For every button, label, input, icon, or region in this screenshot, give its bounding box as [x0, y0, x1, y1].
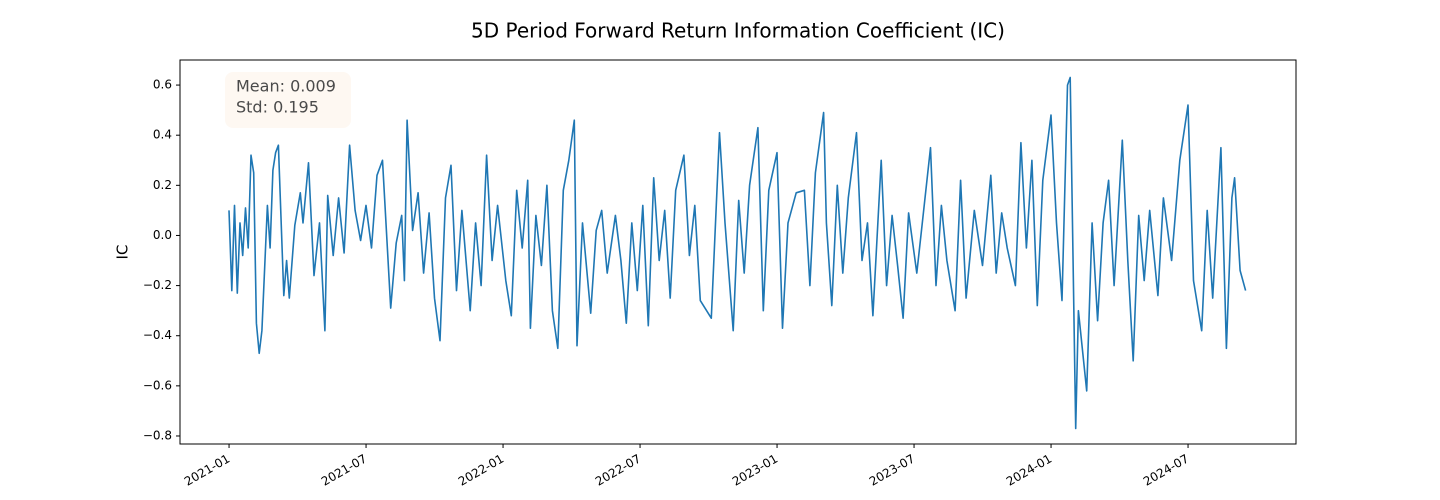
x-tick-label: 2021-07	[319, 452, 369, 489]
stats-box	[225, 72, 351, 128]
stats-text: Mean: 0.009	[236, 77, 336, 96]
x-tick-label: 2023-07	[867, 452, 917, 489]
y-tick-label: −0.8	[143, 428, 172, 442]
stats-text: Std: 0.195	[236, 98, 319, 117]
y-tick-label: −0.2	[143, 278, 172, 292]
chart-title: 5D Period Forward Return Information Coe…	[471, 19, 1005, 43]
x-tick-label: 2024-07	[1141, 452, 1191, 489]
plot-frame	[179, 59, 1297, 445]
ic-line	[228, 76, 1247, 430]
x-tick-label: 2024-01	[1004, 452, 1054, 489]
x-tick-label: 2022-01	[456, 452, 506, 489]
y-tick-label: −0.6	[143, 378, 172, 392]
y-tick-label: 0.6	[153, 78, 172, 92]
x-tick-label: 2022-07	[593, 452, 643, 489]
x-tick-label: 2021-01	[182, 452, 232, 489]
y-axis-label: IC	[114, 245, 132, 260]
y-tick-label: 0.4	[153, 128, 172, 142]
y-tick-label: 0.0	[153, 228, 172, 242]
y-tick-label: −0.4	[143, 328, 172, 342]
y-tick-label: 0.2	[153, 178, 172, 192]
x-tick-label: 2023-01	[730, 452, 780, 489]
